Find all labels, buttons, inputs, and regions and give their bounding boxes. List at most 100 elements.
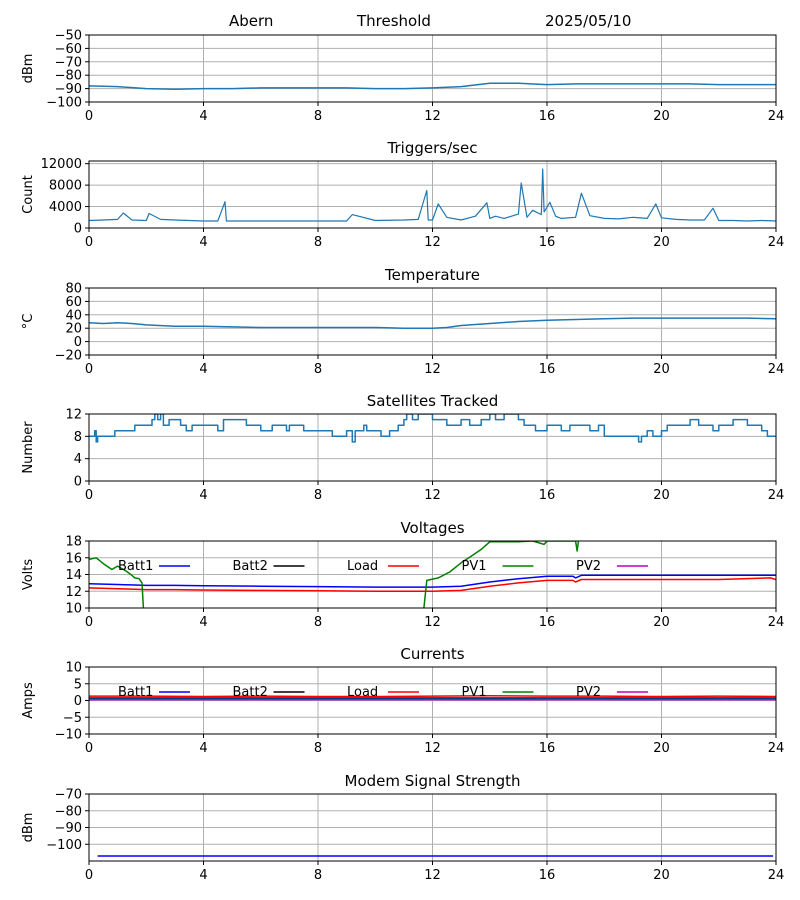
x-tick-label: 24 [768, 109, 785, 124]
x-tick-label: 16 [539, 362, 556, 377]
x-tick-label: 20 [653, 868, 670, 883]
legend-label-batt2: Batt2 [233, 685, 268, 700]
y-tick-label: −70 [55, 788, 82, 803]
y-tick-label: 8000 [49, 179, 82, 194]
panel-title: Modem Signal Strength [345, 772, 521, 790]
y-tick-label: −60 [55, 42, 82, 57]
x-tick-label: 16 [539, 488, 556, 503]
y-tick-label: 0 [74, 694, 82, 709]
x-tick-label: 24 [768, 235, 785, 250]
header-mode: Threshold [357, 12, 431, 30]
legend-label-pv1: PV1 [462, 559, 487, 574]
panel-title: Temperature [384, 266, 480, 284]
y-tick-label: −100 [46, 96, 82, 111]
x-tick-label: 24 [768, 362, 785, 377]
legend-label-load: Load [347, 685, 378, 700]
x-tick-label: 24 [768, 615, 785, 630]
x-tick-label: 20 [653, 488, 670, 503]
y-tick-label: 20 [65, 322, 82, 337]
y-tick-label: −90 [55, 82, 82, 97]
y-tick-label: 12 [65, 585, 82, 600]
y-tick-label: −100 [46, 838, 82, 853]
x-tick-label: 4 [199, 741, 207, 756]
x-tick-label: 16 [539, 109, 556, 124]
x-tick-label: 0 [85, 488, 93, 503]
y-tick-label: 4000 [49, 200, 82, 215]
series-line-pv1 [89, 557, 145, 608]
x-tick-label: 16 [539, 868, 556, 883]
y-axis-label: °C [21, 314, 36, 330]
series-group [89, 168, 776, 222]
legend-label-pv2: PV2 [576, 685, 601, 700]
x-tick-label: 12 [424, 488, 441, 503]
y-tick-label: 14 [65, 568, 82, 583]
y-tick-label: 12 [65, 408, 82, 423]
series-line-pv1 [423, 541, 580, 608]
x-tick-label: 0 [85, 362, 93, 377]
x-tick-label: 0 [85, 615, 93, 630]
panel-modem: 0 4 8 12 16 20 24 −100 −90 −80−70 Modem Signal Str… [21, 772, 784, 883]
x-tick-label: 24 [768, 741, 785, 756]
series-group [89, 317, 776, 329]
y-tick-label: −5 [63, 711, 82, 726]
panel-triggers: 0 4 8 12 16 20 24 0 4000 8000 12000 Triggers/sec Cou… [21, 139, 784, 250]
y-tick-label: 60 [65, 295, 82, 310]
y-tick-label: 0 [74, 335, 82, 350]
y-tick-label: 5 [74, 677, 82, 692]
y-tick-label: −20 [55, 349, 82, 364]
series-line-batt1 [89, 574, 776, 588]
y-tick-label: −80 [55, 804, 82, 819]
y-tick-label: 0 [74, 222, 82, 237]
x-tick-label: 8 [314, 109, 322, 124]
panel-title: Triggers/sec [387, 139, 478, 157]
x-tick-label: 4 [199, 235, 207, 250]
header-station: Abern [229, 12, 274, 30]
legend-label-pv1: PV1 [462, 685, 487, 700]
y-tick-label: 4 [74, 452, 82, 467]
x-tick-label: 8 [314, 235, 322, 250]
x-tick-label: 20 [653, 109, 670, 124]
legend-label-load: Load [347, 559, 378, 574]
x-tick-label: 0 [85, 868, 93, 883]
y-tick-label: 10 [65, 661, 82, 676]
x-tick-label: 8 [314, 868, 322, 883]
legend-label-pv2: PV2 [576, 559, 601, 574]
x-tick-label: 0 [85, 741, 93, 756]
y-tick-label: −10 [55, 728, 82, 743]
y-axis-label: dBm [21, 54, 36, 84]
series-line-threshold [89, 82, 776, 91]
y-tick-label: 12000 [41, 157, 82, 172]
series-line-satellites [89, 414, 776, 443]
y-axis-label: Count [21, 175, 36, 214]
legend-label-batt2: Batt2 [233, 559, 268, 574]
y-axis-label: Volts [21, 559, 36, 591]
y-tick-label: 0 [74, 475, 82, 490]
x-tick-label: 0 [85, 235, 93, 250]
panel-title: Satellites Tracked [367, 392, 498, 410]
y-axis-label: Number [21, 421, 36, 474]
y-axis-label: Amps [21, 682, 36, 719]
y-tick-label: −80 [55, 69, 82, 84]
x-tick-label: 12 [424, 235, 441, 250]
series-group [89, 541, 776, 608]
legend-label-batt1: Batt1 [118, 685, 153, 700]
x-tick-label: 16 [539, 235, 556, 250]
y-tick-label: 8 [74, 430, 82, 445]
panel-title: Currents [400, 645, 464, 663]
y-tick-label: −70 [55, 55, 82, 70]
x-tick-label: 8 [314, 741, 322, 756]
x-tick-label: 12 [424, 109, 441, 124]
x-tick-label: 12 [424, 868, 441, 883]
x-tick-label: 12 [424, 741, 441, 756]
y-tick-label: −50 [55, 29, 82, 44]
x-tick-label: 4 [199, 868, 207, 883]
x-tick-label: 16 [539, 615, 556, 630]
x-tick-label: 12 [424, 362, 441, 377]
x-tick-label: 8 [314, 488, 322, 503]
series-group [89, 82, 776, 91]
y-tick-label: 16 [65, 551, 82, 566]
x-tick-label: 24 [768, 868, 785, 883]
